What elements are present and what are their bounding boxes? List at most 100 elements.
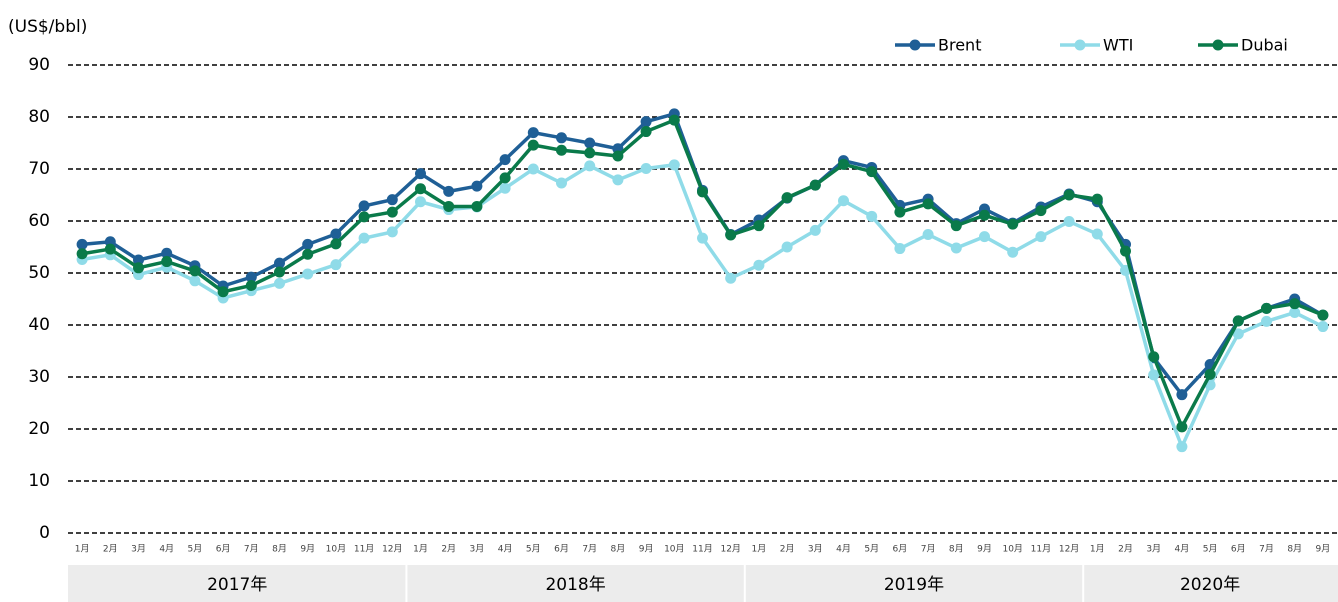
data-point [1148,351,1160,363]
x-tick-label: 6月 [893,544,908,555]
data-point [979,231,990,243]
data-point [612,150,624,162]
series-line [81,111,1324,398]
data-point [1148,369,1160,381]
data-point [1176,389,1188,401]
x-tick-label: 3月 [1146,544,1161,555]
data-point [330,238,342,250]
x-tick-label: 4月 [1175,544,1190,555]
data-point [556,144,567,156]
data-point [838,158,849,170]
x-tick-label: 9月 [300,544,315,555]
data-point [161,256,173,268]
x-tick-label: 1月 [752,544,767,555]
x-tick-label: 8月 [272,544,287,555]
data-point [584,160,596,172]
data-point [894,206,906,218]
data-point [274,257,285,269]
data-point [527,163,539,175]
data-point [415,196,426,208]
x-tick-label: 11月 [1031,544,1051,555]
data-point [922,198,934,210]
data-point [1176,441,1188,453]
data-point [753,259,765,271]
data-point [1091,193,1103,205]
data-point [499,182,511,194]
data-point [838,195,849,207]
x-tick-label: 12月 [382,544,402,555]
x-tick-label: 11月 [354,544,374,555]
data-point [781,241,793,253]
x-tick-label: 9月 [1316,544,1331,555]
data-point [189,275,201,287]
data-point [866,166,878,178]
data-point [133,254,144,266]
data-point [161,247,173,259]
data-point [894,243,906,255]
data-point [386,194,398,206]
x-tick-label: 7月 [921,544,936,555]
x-tick-label: 4月 [498,544,513,555]
x-tick-label: 4月 [836,544,851,555]
data-point [527,127,539,139]
x-tick-label: 6月 [1231,544,1246,555]
data-point [1091,228,1103,240]
data-point [640,116,652,128]
y-tick-label: 80 [28,107,50,127]
x-tick-label: 1月 [1090,544,1105,555]
data-point [1035,231,1047,243]
year-label: 2017年 [207,575,267,595]
data-point [302,238,314,250]
data-point [1176,421,1188,433]
data-point [76,248,88,260]
data-point [471,180,483,192]
data-point [640,126,652,138]
x-tick-label: 1月 [413,544,428,555]
data-point [499,172,511,184]
year-label: 2020年 [1180,575,1240,595]
data-point [584,147,596,159]
x-tick-label: 1月 [75,544,90,555]
x-tick-label: 8月 [1287,544,1302,555]
y-tick-label: 60 [28,211,50,231]
data-point [217,286,229,298]
data-point [1007,218,1019,230]
data-point [1317,309,1329,321]
data-point [1289,298,1301,310]
data-point [950,220,962,232]
year-label: 2018年 [545,575,605,595]
x-tick-label: 5月 [864,544,879,555]
data-point [471,200,483,212]
y-tick-label: 20 [28,419,50,439]
data-point [330,228,342,240]
data-point [358,211,370,223]
x-tick-label: 12月 [720,544,740,555]
data-point [1232,328,1244,340]
legend-marker [1074,39,1086,51]
data-point [556,132,567,144]
x-tick-label: 10月 [664,544,684,555]
x-tick-label: 3月 [808,544,823,555]
data-point [189,265,201,277]
data-point [499,154,511,166]
data-point [725,229,737,241]
data-point [809,224,821,236]
x-tick-label: 7月 [582,544,597,555]
data-point [358,200,370,212]
data-point [274,266,285,278]
x-tick-label: 2月 [1118,544,1133,555]
x-tick-label: 9月 [639,544,654,555]
x-tick-label: 3月 [131,544,146,555]
x-tick-label: 2月 [441,544,456,555]
data-point [443,185,455,197]
x-tick-label: 5月 [1203,544,1218,555]
data-point [443,200,455,212]
data-point [245,271,257,283]
data-point [640,162,652,174]
year-label: 2019年 [884,575,944,595]
data-point [274,277,285,289]
data-point [979,209,990,221]
x-tick-label: 8月 [949,544,964,555]
x-tick-label: 10月 [1002,544,1022,555]
